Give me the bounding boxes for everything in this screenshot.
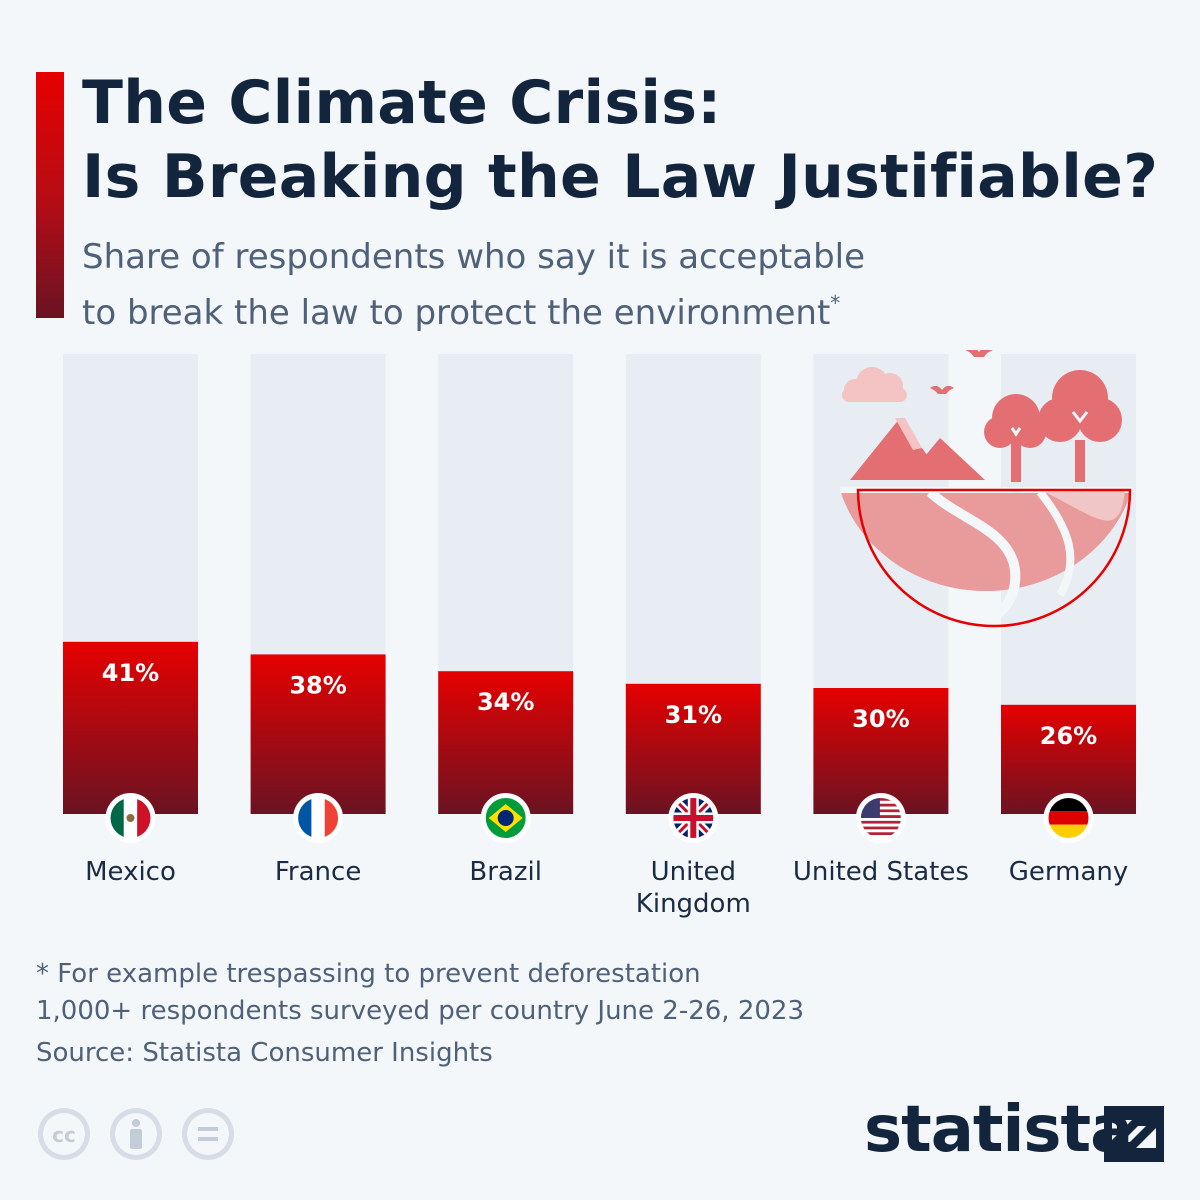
svg-text:cc: cc: [52, 1123, 76, 1147]
bar-value-label: 30%: [852, 705, 909, 733]
bar-france: [250, 654, 386, 814]
bars: [63, 641, 1136, 814]
bar-mexico: [63, 641, 198, 814]
title-line-2: Is Breaking the Law Justifiable?: [82, 142, 1159, 212]
birds-icon: [930, 350, 993, 394]
title-accent-bar: [36, 72, 64, 318]
bar-united-kingdom: [625, 683, 761, 814]
category-label: Brazil: [469, 857, 542, 887]
trees-icon: [984, 370, 1122, 482]
chart-subtitle: Share of respondents who say it is accep…: [82, 234, 1082, 336]
uk-flag-icon: [668, 793, 719, 843]
earth-bowl-icon: [840, 487, 1132, 631]
environment-illustration: [840, 350, 1132, 631]
chart-title: The Climate Crisis: Is Breaking the Law …: [82, 66, 1182, 214]
footnote-survey: 1,000+ respondents surveyed per country …: [36, 996, 805, 1026]
category-label: Mexico: [85, 857, 176, 887]
bar-chart-svg: 41% 38% 34% 31% 30% 26% Mexico France Brazil Uni…: [63, 350, 1136, 919]
cloud-icon: [842, 367, 907, 402]
mountains-icon: [850, 418, 985, 480]
bar-chart: 41% 38% 34% 31% 30% 26% Mexico France Brazil Uni…: [0, 350, 1200, 940]
value-labels: 41% 38% 34% 31% 30% 26%: [102, 659, 1097, 750]
bar-value-label: 41%: [102, 659, 159, 687]
category-label: United States: [793, 857, 969, 887]
category-label: United: [651, 857, 736, 887]
creative-commons-icon: cc: [38, 1108, 90, 1160]
category-label: France: [275, 857, 361, 887]
subtitle-footnote-marker: *: [830, 291, 841, 315]
bar-value-label: 31%: [665, 701, 722, 729]
footnote-source: Source: Statista Consumer Insights: [36, 1038, 493, 1068]
statista-logo-icon: [1104, 1106, 1164, 1162]
category-label: Germany: [1009, 857, 1129, 887]
brazil-flag-icon: [480, 793, 531, 843]
title-line-1: The Climate Crisis:: [82, 68, 722, 138]
footnotes: * For example trespassing to prevent def…: [36, 956, 1036, 1072]
subtitle-line-1: Share of respondents who say it is accep…: [82, 237, 866, 277]
bar-value-label: 38%: [289, 671, 346, 699]
mexico-flag-icon: [105, 793, 156, 843]
no-derivatives-icon: [182, 1108, 234, 1160]
subtitle-line-2-wrap: to break the law to protect the environm…: [82, 280, 1082, 336]
statista-logo-text: statista: [864, 1093, 1133, 1167]
license-icons: cc: [38, 1108, 234, 1160]
bar-value-label: 26%: [1040, 722, 1097, 750]
attribution-icon: [110, 1108, 162, 1160]
bar-value-label: 34%: [477, 688, 534, 716]
category-label: Kingdom: [636, 889, 751, 919]
france-flag-icon: [293, 793, 344, 843]
bar-brazil: [438, 671, 574, 814]
germany-flag-icon: [1043, 793, 1094, 843]
footnote-example: * For example trespassing to prevent def…: [36, 959, 701, 989]
usa-flag-icon: [855, 793, 906, 843]
subtitle-line-2: to break the law to protect the environm…: [82, 293, 831, 333]
country-flags: [105, 793, 1094, 843]
